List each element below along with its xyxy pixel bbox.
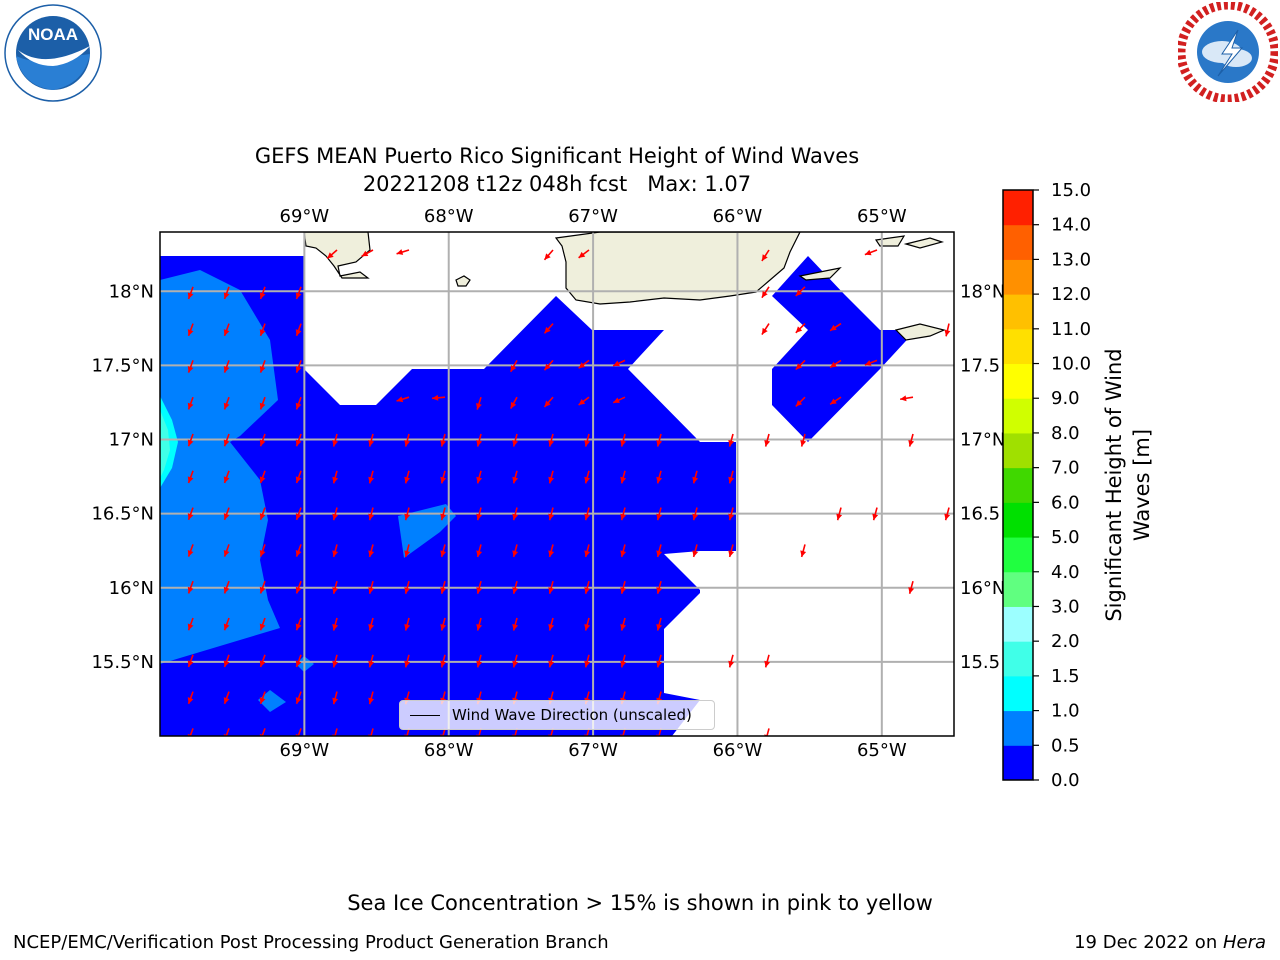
colorbar-bin (1003, 745, 1033, 780)
colorbar-tick-label: 6.0 (1051, 492, 1080, 513)
colorbar-tick-label: 3.0 (1051, 596, 1080, 617)
legend-label: Wind Wave Direction (unscaled) (452, 706, 692, 724)
footer-date: 19 Dec 2022 on Hera (1074, 932, 1266, 953)
colorbar-tick-label: 0.5 (1051, 735, 1080, 756)
colorbar-tick-label: 9.0 (1051, 388, 1080, 409)
lat-tick-right: 17.5 (960, 355, 1000, 376)
colorbar-tick-label: 4.0 (1051, 562, 1080, 583)
colorbar-bin (1003, 364, 1033, 399)
map-legend: Wind Wave Direction (unscaled) (399, 700, 715, 730)
colorbar-bin (1003, 329, 1033, 364)
lat-tick-left: 16.5°N (91, 504, 154, 525)
colorbar-bin (1003, 502, 1033, 537)
sea-ice-note: Sea Ice Concentration > 15% is shown in … (0, 891, 1280, 915)
lon-tick-bottom: 67°W (568, 740, 618, 761)
lat-tick-right: 18°N (960, 281, 1005, 302)
colorbar-bin (1003, 190, 1033, 225)
colorbar-tick-label: 0.0 (1051, 770, 1080, 791)
colorbar-bin (1003, 537, 1033, 572)
lat-tick-left: 18°N (109, 281, 154, 302)
lon-tick-top: 65°W (857, 206, 907, 227)
lon-tick-bottom: 66°W (713, 740, 763, 761)
colorbar-title: Significant Height of Wind Waves [m] (1100, 325, 1156, 645)
footer-branch: NCEP/EMC/Verification Post Processing Pr… (13, 932, 609, 953)
colorbar-tick-label: 8.0 (1051, 423, 1080, 444)
lat-tick-right: 15.5 (960, 652, 1000, 673)
colorbar-bin (1003, 433, 1033, 468)
colorbar-tick-label: 1.0 (1051, 701, 1080, 722)
colorbar-bin (1003, 259, 1033, 294)
colorbar-bin (1003, 398, 1033, 433)
colorbar-bin (1003, 294, 1033, 329)
colorbar-tick-label: 5.0 (1051, 527, 1080, 548)
lat-tick-left: 15.5°N (91, 652, 154, 673)
colorbar-tick-label: 10.0 (1051, 354, 1091, 375)
lat-tick-right: 16°N (960, 578, 1005, 599)
lon-tick-top: 67°W (568, 206, 618, 227)
colorbar-tick-label: 12.0 (1051, 284, 1091, 305)
lon-tick-top: 69°W (280, 206, 330, 227)
lat-tick-left: 17°N (109, 430, 154, 451)
colorbar-bin (1003, 711, 1033, 746)
colorbar-title-line1: Significant Height of Wind (1102, 348, 1126, 621)
colorbar-tick-label: 2.0 (1051, 631, 1080, 652)
lat-tick-left: 17.5°N (91, 355, 154, 376)
colorbar-bin (1003, 225, 1033, 260)
lon-tick-bottom: 69°W (280, 740, 330, 761)
footer-date-text: 19 Dec 2022 on (1074, 932, 1223, 953)
legend-line-sample (410, 715, 440, 716)
lat-tick-right: 16.5 (960, 504, 1000, 525)
colorbar-tick-label: 13.0 (1051, 249, 1091, 270)
colorbar-bin (1003, 641, 1033, 676)
colorbar-bin (1003, 676, 1033, 711)
colorbar-tick-label: 7.0 (1051, 458, 1080, 479)
colorbar-tick-label: 1.5 (1051, 666, 1080, 687)
lon-tick-top: 66°W (713, 206, 763, 227)
colorbar-tick-label: 14.0 (1051, 215, 1091, 236)
lon-tick-bottom: 68°W (424, 740, 474, 761)
colorbar-bin (1003, 468, 1033, 503)
footer-machine: Hera (1223, 932, 1266, 953)
colorbar-tick-label: 11.0 (1051, 319, 1091, 340)
colorbar-bin (1003, 606, 1033, 641)
colorbar-bin (1003, 572, 1033, 607)
colorbar: 0.0 0.5 1.0 1.5 2.0 3.0 4.0 5.0 6.0 7.0 8.0 9.0 10.0… (1003, 180, 1091, 791)
lon-tick-bottom: 65°W (857, 740, 907, 761)
lat-tick-left: 16°N (109, 578, 154, 599)
lon-tick-top: 68°W (424, 206, 474, 227)
colorbar-tick-label: 15.0 (1051, 180, 1091, 201)
lat-tick-right: 17°N (960, 430, 1005, 451)
colorbar-title-line2: Waves [m] (1130, 429, 1154, 541)
